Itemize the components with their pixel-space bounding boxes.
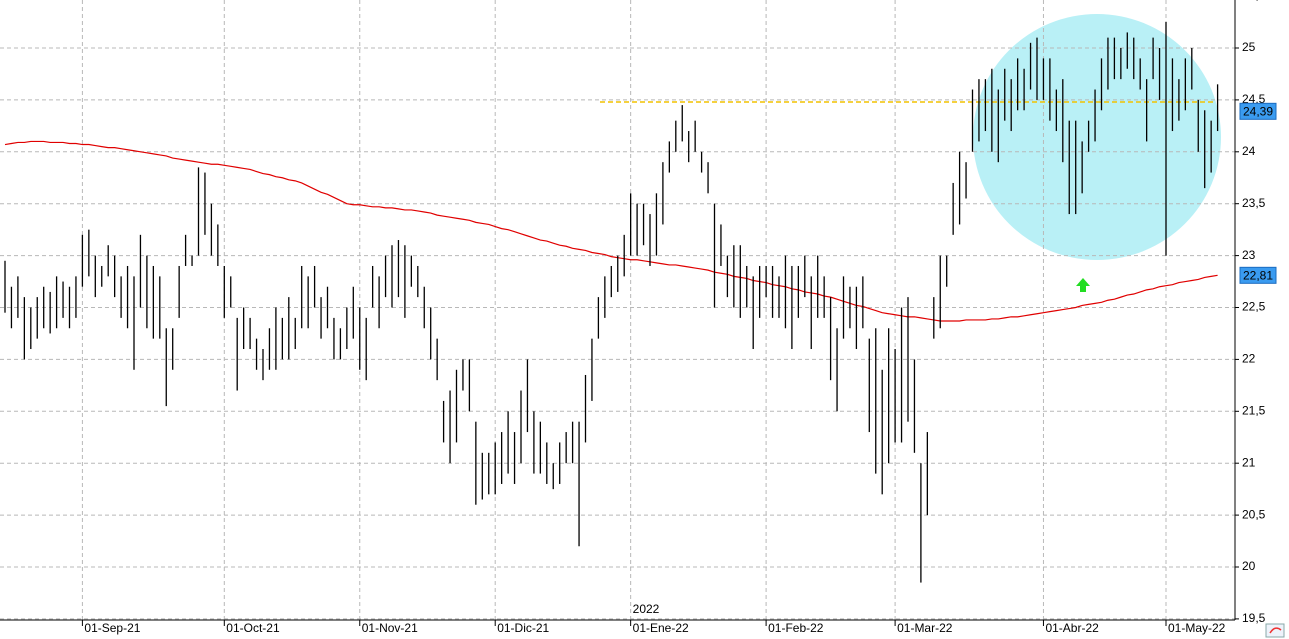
x-tick-label: 01-Abr-22 [1045, 621, 1099, 635]
up-arrow [1076, 278, 1090, 292]
price-label: 22,81 [1243, 268, 1273, 282]
y-tick-label: 25,5 [1242, 0, 1266, 2]
highlight-circle [973, 14, 1221, 260]
axes: 19,5 20 20,5 21 21,5 22 22,5 23 23,5 24 24,5 25 25,5… [81, 0, 1277, 635]
x-tick-label: 01-Sep-21 [84, 621, 140, 635]
y-tick-label: 23,5 [1242, 196, 1266, 210]
y-tick-label: 22,5 [1242, 300, 1266, 314]
year-label: 2022 [633, 602, 660, 616]
x-tick-label: 01-Feb-22 [768, 621, 824, 635]
x-tick-label: 01-Dic-21 [497, 621, 549, 635]
y-tick-label: 19,5 [1242, 611, 1266, 625]
y-tick-label: 25 [1242, 40, 1256, 54]
price-label-box [1239, 266, 1277, 284]
y-tick-label: 20,5 [1242, 507, 1266, 521]
corner-icon-mark [1269, 627, 1282, 634]
y-tick-label: 24,5 [1242, 92, 1266, 106]
x-tick-label: 01-Ene-22 [633, 621, 689, 635]
moving-average-line [4, 140, 1218, 322]
corner-icon [1265, 623, 1285, 638]
y-tick-label: 24 [1242, 144, 1256, 158]
marks [4, 22, 1219, 583]
grid [0, 0, 1235, 620]
x-tick-label: 01-Oct-21 [226, 621, 280, 635]
y-tick-label: 21 [1242, 455, 1256, 469]
y-tick-label: 20 [1242, 559, 1256, 573]
x-tick-label: 01-May-22 [1168, 621, 1226, 635]
y-tick-label: 23 [1242, 248, 1256, 262]
price-label: 24,39 [1243, 104, 1273, 118]
price-label-box [1239, 102, 1277, 120]
y-tick-label: 22 [1242, 352, 1256, 366]
x-tick-label: 01-Nov-21 [362, 621, 418, 635]
x-tick-label: 01-Mar-22 [897, 621, 953, 635]
y-tick-label: 21,5 [1242, 403, 1266, 417]
